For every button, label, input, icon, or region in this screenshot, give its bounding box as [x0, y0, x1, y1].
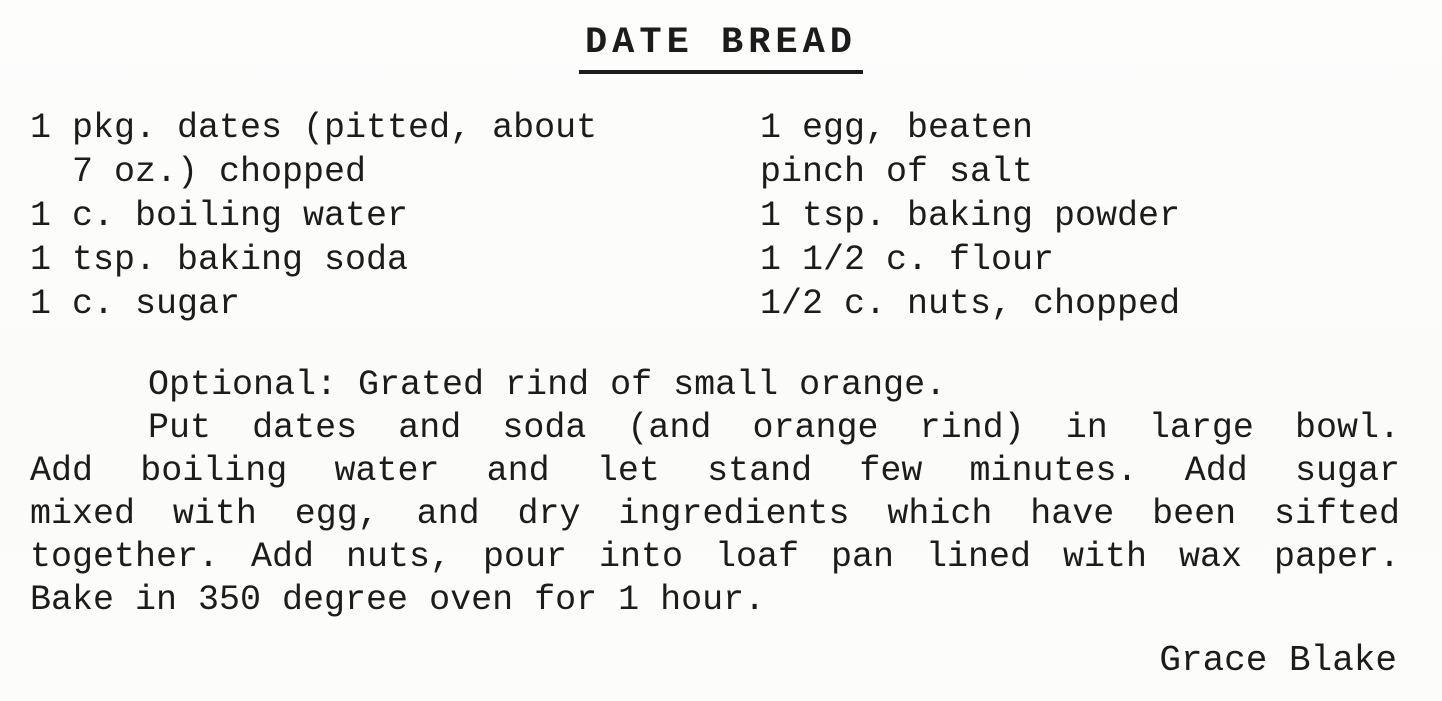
instruction-line: together. Add nuts, pour into loaf pan l… — [30, 537, 1400, 577]
instruction-line: Optional: Grated rind of small orange. — [148, 365, 947, 405]
instruction-line: Add boiling water and let stand few minu… — [30, 451, 1400, 491]
title-wrap: DATE BREAD — [0, 0, 1442, 74]
recipe-title: DATE BREAD — [578, 22, 864, 74]
ingredient-line: 1 egg, beaten — [760, 108, 1034, 148]
ingredient-line: 7 oz.) chopped — [72, 152, 367, 192]
instructions-section: Optional: Grated rind of small orange. P… — [0, 364, 1442, 622]
ingredients-column-left: 1 pkg. dates (pitted, about 7 oz.) chopp… — [30, 106, 760, 326]
signature: Grace Blake — [1159, 640, 1397, 681]
ingredient-line: 1 c. boiling water — [30, 196, 409, 236]
ingredient-line: 1 c. sugar — [30, 284, 241, 324]
ingredient-line: 1 tsp. baking soda — [30, 240, 409, 280]
ingredient-line: 1 1/2 c. flour — [760, 240, 1055, 280]
instruction-line: Bake in 350 degree oven for 1 hour. — [30, 580, 766, 620]
ingredient-line: 1 pkg. dates (pitted, about — [30, 108, 598, 148]
instruction-line: Put dates and soda (and orange rind) in … — [148, 408, 1400, 448]
instruction-line: mixed with egg, and dry ingredients whic… — [30, 494, 1400, 534]
ingredients-column-right: 1 egg, beaten pinch of salt 1 tsp. bakin… — [760, 106, 1412, 326]
ingredients-section: 1 pkg. dates (pitted, about 7 oz.) chopp… — [0, 106, 1442, 326]
ingredient-line: 1 tsp. baking powder — [760, 196, 1181, 236]
ingredient-line: 1/2 c. nuts, chopped — [760, 284, 1181, 324]
ingredient-line: pinch of salt — [760, 152, 1034, 192]
